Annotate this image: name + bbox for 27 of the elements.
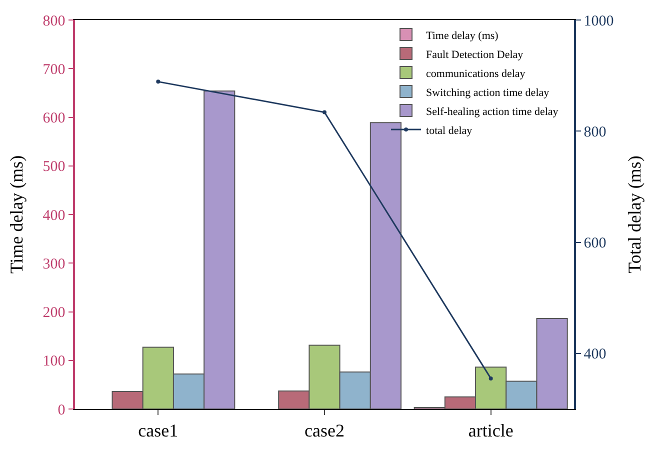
y-tick-label: 800: [42, 13, 66, 30]
legend-label: Self-healing action time delay: [426, 106, 559, 118]
x-tick-label: article: [468, 420, 514, 441]
point: [156, 80, 160, 84]
y2-tick-label: 600: [584, 236, 606, 252]
x-tick-label: case1: [138, 420, 178, 441]
legend-label: Fault Detection Delay: [426, 48, 524, 61]
y-axis-title: Time delay (ms): [6, 155, 26, 274]
y-tick-label: 200: [42, 305, 66, 321]
point: [488, 376, 493, 380]
y-tick-label: 600: [42, 110, 66, 126]
y2-axis-title: Total delay (ms): [624, 156, 644, 274]
y-tick-label: 400: [42, 208, 66, 224]
legend-label: Time delay (ms): [426, 30, 499, 42]
y2-tick-label: 1000: [584, 13, 614, 30]
x-tick-label: case2: [304, 420, 344, 441]
y2-tick-label: 800: [584, 124, 606, 140]
y-tick-label: 100: [42, 354, 66, 370]
y-tick-label: 500: [42, 159, 66, 176]
y-tick-label: 700: [42, 62, 66, 78]
legend-label: total delay: [426, 124, 473, 137]
legend-label: Switching action time delay: [426, 86, 550, 99]
y-tick-label: 0: [58, 402, 66, 418]
y-tick-label: 300: [42, 256, 66, 272]
legend-label: communications delay: [426, 68, 526, 80]
y2-tick-label: 400: [584, 346, 606, 363]
point: [322, 110, 326, 114]
